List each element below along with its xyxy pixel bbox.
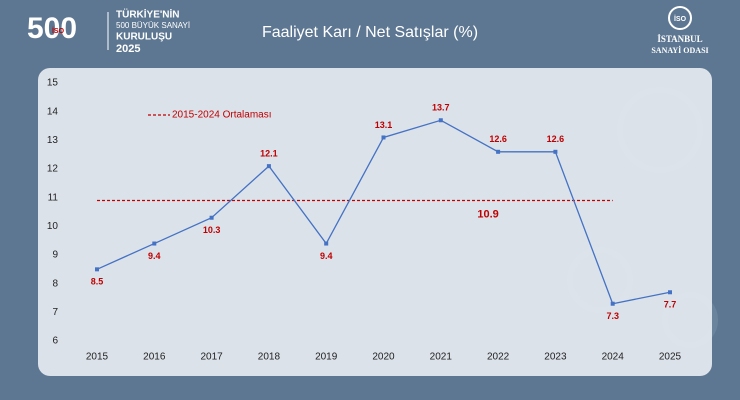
logo-gear xyxy=(668,6,692,30)
point xyxy=(152,241,157,246)
x-tick-label: 2017 xyxy=(200,352,223,363)
data-label: 12.6 xyxy=(489,134,507,144)
point xyxy=(324,241,329,246)
legend-label: 2015-2024 Ortalaması xyxy=(172,110,272,121)
logo-text: 500 BÜYÜK SANAYİ xyxy=(116,21,190,30)
logo-badge: İSO xyxy=(52,27,65,35)
logo-text: SANAYİ ODASI xyxy=(651,45,708,55)
data-label: 10.3 xyxy=(203,225,221,235)
x-tick-label: 2021 xyxy=(430,352,453,363)
x-tick-label: 2020 xyxy=(372,352,395,363)
data-label: 12.6 xyxy=(547,134,565,144)
x-tick-label: 2024 xyxy=(602,352,625,363)
point xyxy=(496,149,501,154)
logo-text: KURULUŞU xyxy=(116,32,172,43)
data-label: 8.5 xyxy=(91,277,104,287)
y-tick-label: 6 xyxy=(52,336,58,347)
data-label: 7.3 xyxy=(606,311,619,321)
point xyxy=(266,164,271,169)
x-tick-label: 2022 xyxy=(487,352,510,363)
data-label: 12.1 xyxy=(260,149,278,159)
point xyxy=(381,135,386,140)
point xyxy=(553,149,558,154)
y-tick-label: 8 xyxy=(52,278,58,289)
y-tick-label: 9 xyxy=(52,250,58,261)
y-tick-label: 12 xyxy=(47,164,59,175)
point xyxy=(209,215,214,220)
y-tick-label: 14 xyxy=(47,106,59,117)
x-tick-label: 2016 xyxy=(143,352,166,363)
x-tick-label: 2018 xyxy=(258,352,281,363)
logo-text: 2025 xyxy=(116,43,140,55)
point xyxy=(95,267,99,272)
y-tick-label: 7 xyxy=(52,307,58,318)
data-label: 7.7 xyxy=(664,300,677,310)
average-label: 10.9 xyxy=(477,208,498,220)
point xyxy=(668,290,672,295)
y-tick-label: 10 xyxy=(47,221,59,232)
logo-text: TÜRKİYE'NİN xyxy=(116,8,180,21)
chart-title: Faaliyet Karı / Net Satışlar (%) xyxy=(262,24,478,41)
x-tick-label: 2025 xyxy=(659,352,682,363)
y-tick-label: 11 xyxy=(48,192,59,203)
x-tick-label: 2019 xyxy=(315,352,338,363)
x-tick-label: 2015 xyxy=(86,352,109,363)
y-tick-label: 13 xyxy=(47,135,59,146)
data-label: 9.4 xyxy=(320,251,333,261)
point xyxy=(438,118,443,123)
data-label: 9.4 xyxy=(148,251,161,261)
data-label: 13.7 xyxy=(432,103,450,113)
point xyxy=(610,301,615,306)
y-tick-label: 15 xyxy=(47,78,59,89)
chart-panel xyxy=(38,68,712,376)
logo-number: 500 xyxy=(27,12,77,45)
logo-text: İSTANBUL xyxy=(657,34,702,44)
data-label: 13.1 xyxy=(375,120,393,130)
logo-badge: İSO xyxy=(674,15,687,23)
x-tick-label: 2023 xyxy=(544,352,567,363)
